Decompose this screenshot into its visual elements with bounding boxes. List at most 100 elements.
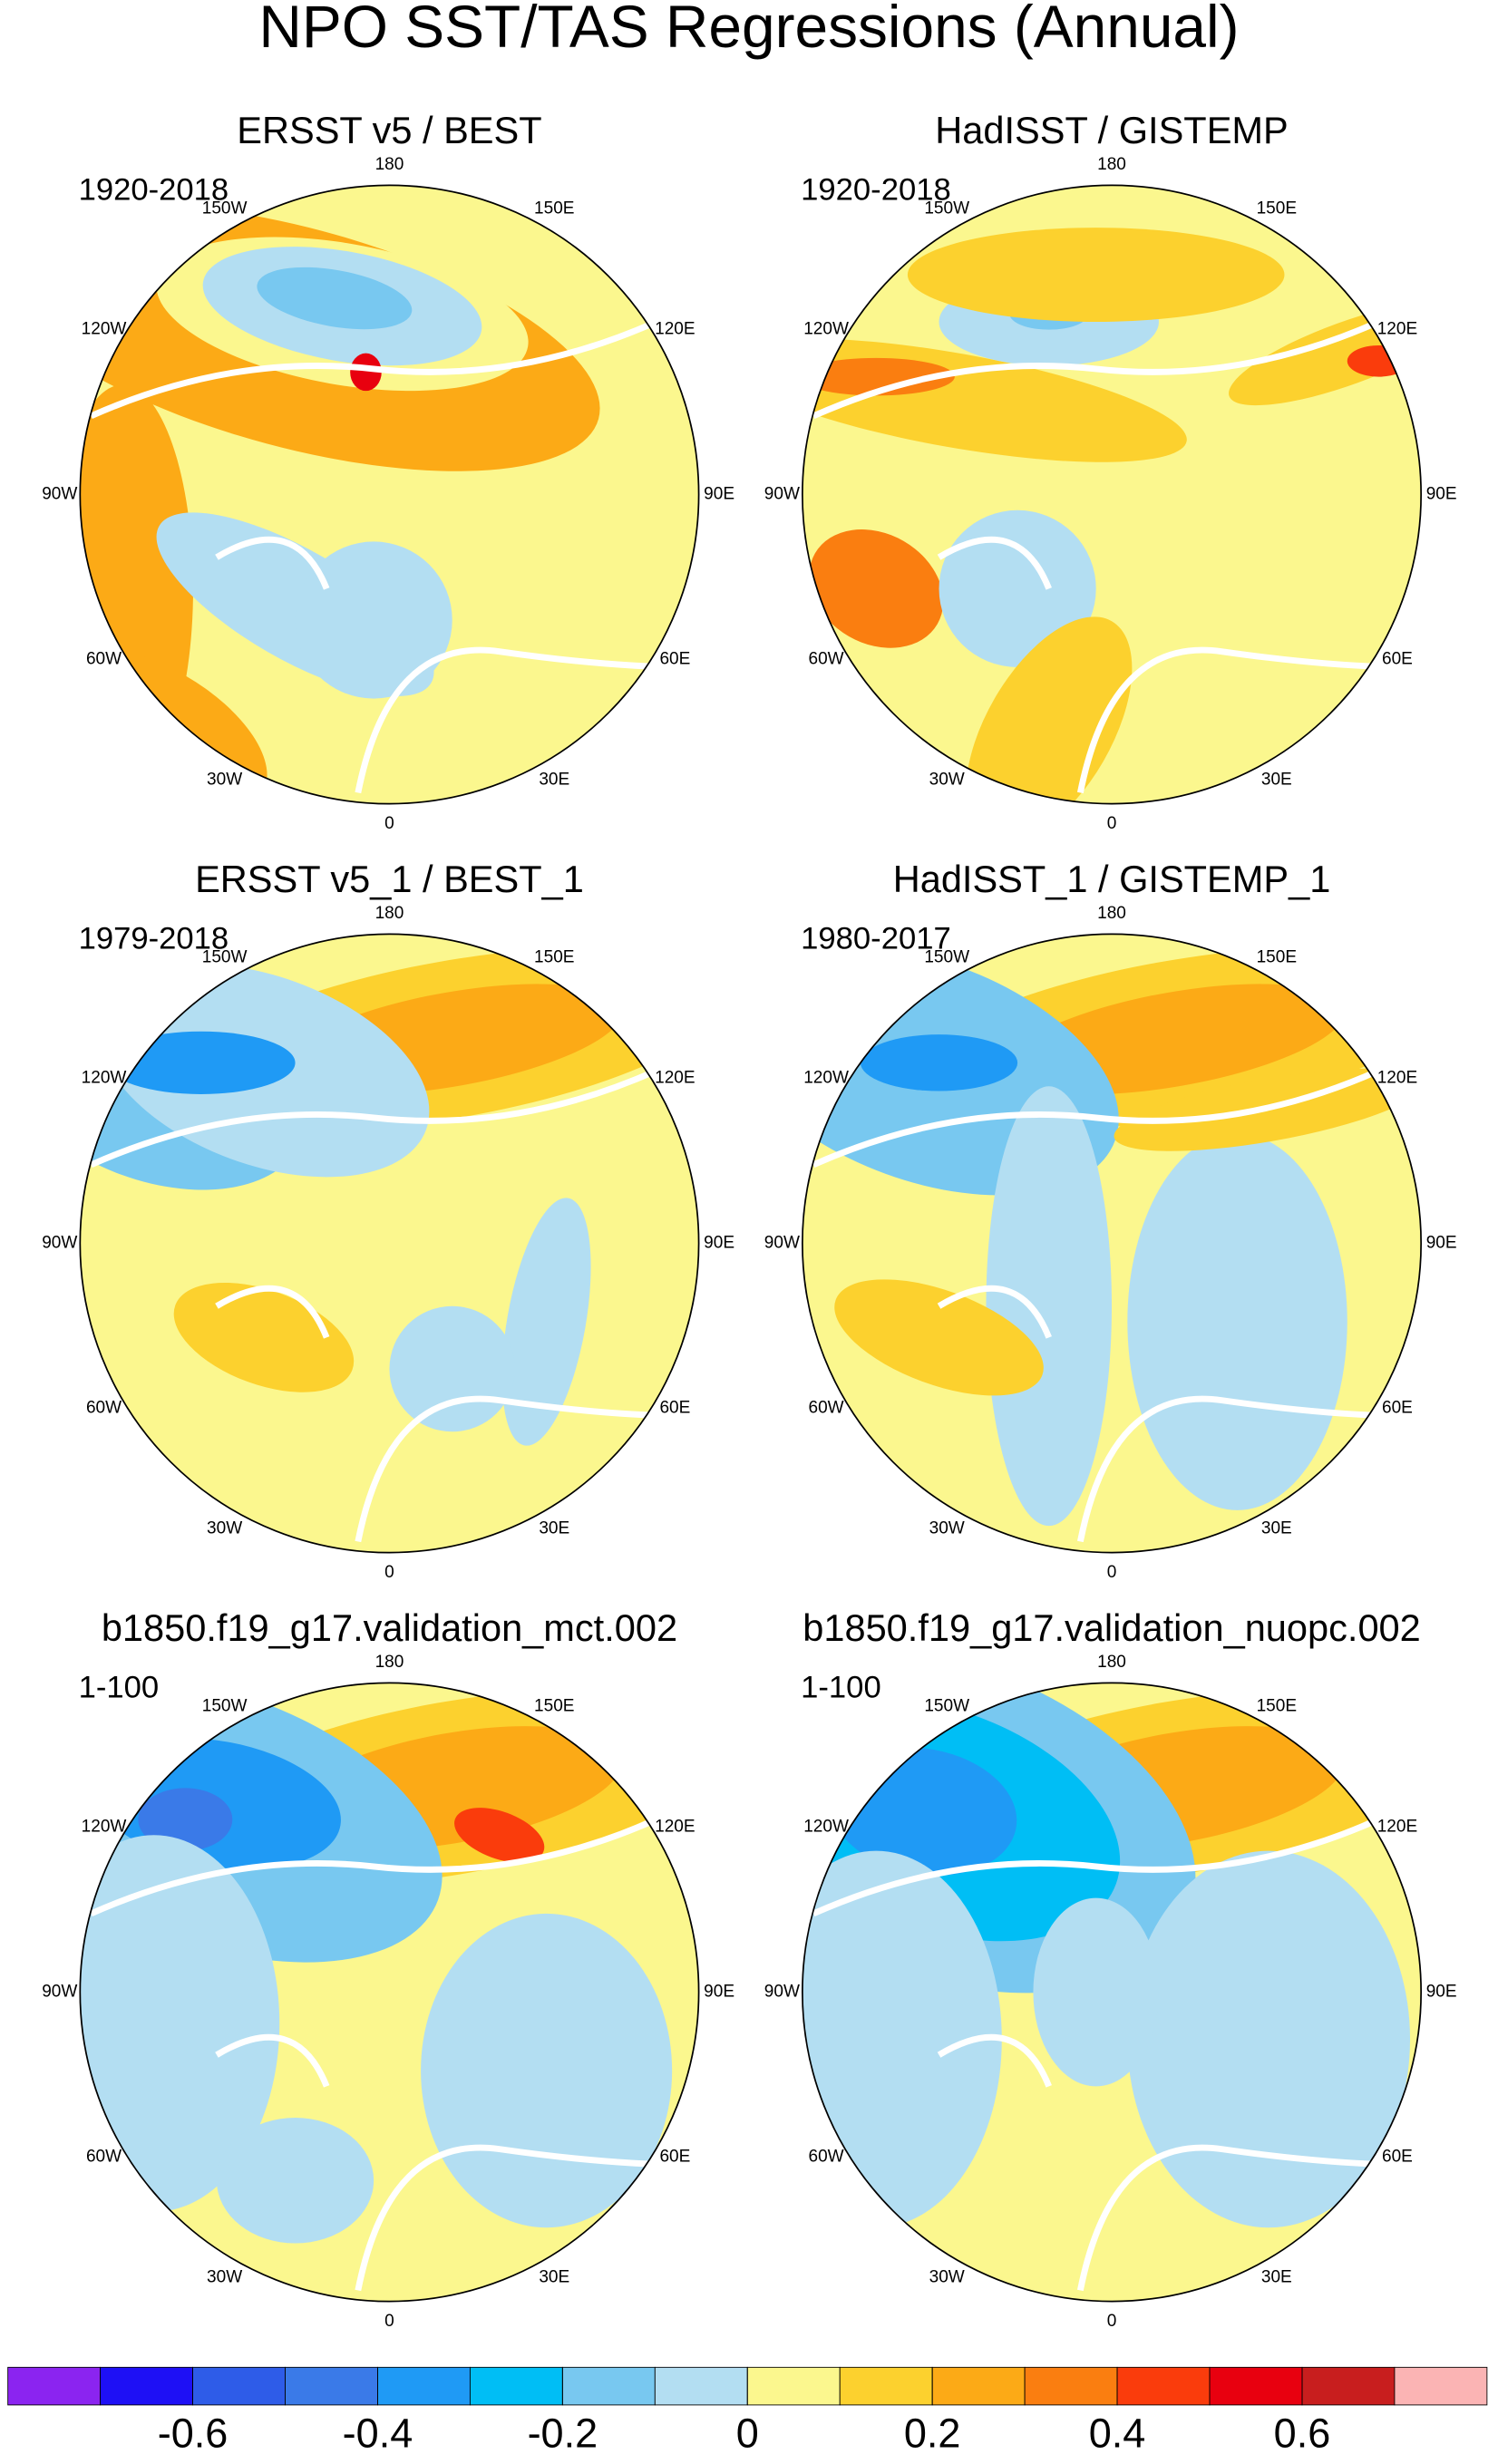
shaded-region <box>138 1788 233 1851</box>
color-box <box>377 2366 471 2406</box>
longitude-label: 150W <box>202 1697 248 1716</box>
color-box <box>1209 2366 1303 2406</box>
longitude-label: 90W <box>42 1982 77 2001</box>
longitude-label: 150E <box>534 1697 574 1716</box>
panel-period: 1920-2018 <box>79 172 229 207</box>
map-border <box>79 184 700 805</box>
figure-title: NPO SST/TAS Regressions (Annual) <box>258 0 1239 60</box>
longitude-label: 180 <box>1097 904 1126 923</box>
shaded-region <box>809 529 944 648</box>
longitude-label: 120E <box>1377 1069 1417 1088</box>
shaded-region <box>1127 1133 1347 1510</box>
longitude-label: 90W <box>42 485 77 504</box>
tick-label: -0.6 <box>158 2410 229 2456</box>
color-box <box>561 2366 656 2406</box>
longitude-label: 150E <box>1257 948 1297 967</box>
longitude-label: 30W <box>929 1518 965 1538</box>
map-border <box>802 184 1423 805</box>
shaded-region <box>802 357 955 396</box>
color-box <box>839 2366 933 2406</box>
longitude-label: 180 <box>375 904 404 923</box>
panel-title: HadISST / GISTEMP <box>935 109 1288 151</box>
longitude-label: 30W <box>207 2267 242 2286</box>
longitude-label: 0 <box>384 1563 394 1582</box>
map <box>802 185 1422 804</box>
panel-period: 1-100 <box>801 1670 881 1704</box>
longitude-label: 120E <box>655 1818 695 1837</box>
color-box <box>746 2366 841 2406</box>
tick-label: 0 <box>736 2410 759 2456</box>
longitude-label: 180 <box>1097 1653 1126 1672</box>
longitude-label: 150E <box>1257 199 1297 218</box>
longitude-label: 120E <box>655 320 695 339</box>
longitude-label: 60E <box>659 1398 690 1417</box>
coastline <box>812 1067 1380 1169</box>
map <box>80 934 699 1553</box>
color-box <box>1116 2366 1211 2406</box>
longitude-label: 60E <box>1382 2147 1413 2166</box>
longitude-label: 60W <box>86 649 122 668</box>
tick-label: -0.2 <box>528 2410 598 2456</box>
longitude-label: 120W <box>82 1818 127 1837</box>
longitude-label: 30W <box>207 1518 242 1538</box>
longitude-label: 30E <box>539 2267 569 2286</box>
longitude-label: 120W <box>803 320 849 339</box>
coastline <box>937 1285 1411 1543</box>
longitude-label: 150E <box>1257 1697 1297 1716</box>
panel-period: 1920-2018 <box>801 172 951 207</box>
shaded-region <box>1347 344 1411 377</box>
longitude-label: 30W <box>929 770 965 789</box>
color-box <box>100 2366 193 2406</box>
longitude-label: 30E <box>539 1518 569 1538</box>
longitude-label: 30E <box>1261 770 1292 789</box>
longitude-label: 120W <box>803 1818 849 1837</box>
longitude-label: 60E <box>659 649 690 668</box>
panel-period: 1979-2018 <box>79 921 229 956</box>
longitude-label: 90W <box>764 1233 800 1252</box>
longitude-label: 120W <box>82 320 127 339</box>
longitude-label: 30E <box>1261 2267 1292 2286</box>
map <box>802 934 1422 1553</box>
tick-label: 0.6 <box>1274 2410 1331 2456</box>
longitude-label: 150W <box>924 199 969 218</box>
longitude-label: 90E <box>704 1982 734 2001</box>
longitude-label: 0 <box>384 814 394 833</box>
shaded-region <box>986 1086 1113 1527</box>
longitude-label: 150E <box>534 199 574 218</box>
color-box <box>192 2366 286 2406</box>
map-border <box>802 1682 1423 2303</box>
panel-title: ERSST v5 / BEST <box>237 109 541 151</box>
coastline <box>812 1816 1380 1917</box>
longitude-label: 90W <box>764 485 800 504</box>
longitude-label: 60W <box>809 649 844 668</box>
longitude-label: 180 <box>375 1653 404 1672</box>
shaded-region <box>802 1850 1002 2228</box>
color-box <box>654 2366 748 2406</box>
coastline <box>215 536 688 794</box>
coastline <box>90 1067 658 1169</box>
panel-title: b1850.f19_g17.validation_nuopc.002 <box>802 1606 1421 1649</box>
map-border <box>802 933 1423 1554</box>
shaded-region <box>80 384 193 793</box>
shaded-region <box>295 541 452 699</box>
panel-title: b1850.f19_g17.validation_mct.002 <box>102 1606 677 1649</box>
coastline <box>90 1816 658 1917</box>
longitude-label: 30W <box>207 770 242 789</box>
map-border <box>79 933 700 1554</box>
tick-label: 0.2 <box>904 2410 961 2456</box>
longitude-label: 90E <box>1426 1233 1457 1252</box>
longitude-label: 120E <box>655 1069 695 1088</box>
longitude-label: 150W <box>202 199 248 218</box>
longitude-label: 90E <box>704 1233 734 1252</box>
tick-label: 0.4 <box>1089 2410 1146 2456</box>
longitude-label: 60W <box>86 1398 122 1417</box>
panel-period: 1-100 <box>79 1670 160 1704</box>
shaded-region <box>1033 1897 1159 2087</box>
panel-title: ERSST v5_1 / BEST_1 <box>195 858 584 900</box>
color-box <box>1394 2366 1488 2406</box>
map <box>80 1683 699 2302</box>
tick-label: -0.4 <box>343 2410 413 2456</box>
coastline <box>937 2033 1411 2292</box>
panel-period: 1980-2017 <box>801 921 951 956</box>
coastline <box>215 1285 688 1543</box>
